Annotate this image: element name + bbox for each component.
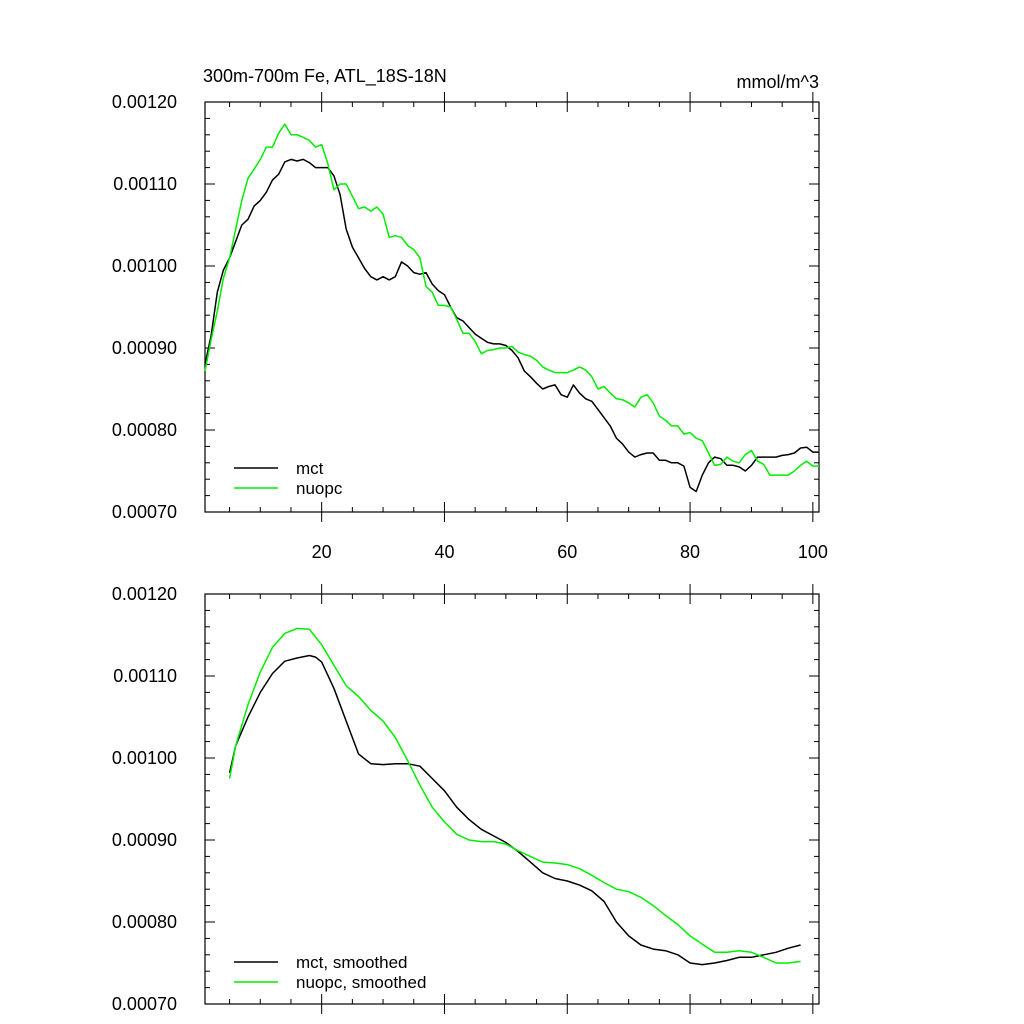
y-tick-label: 0.00070 (112, 994, 177, 1014)
x-tick-label: 60 (557, 542, 577, 562)
x-tick-label: 20 (312, 542, 332, 562)
y-tick-label: 0.00090 (112, 830, 177, 850)
series-line-nuopc (204, 123, 819, 476)
bottom-y-axis-labels: 0.00070 0.00080 0.00090 0.00100 0.00110 0.001… (112, 584, 177, 1014)
y-tick-label: 0.00080 (112, 420, 177, 440)
bottom-tick-marks (205, 584, 819, 1014)
legend-label: nuopc (296, 479, 343, 498)
legend-label: nuopc, smoothed (296, 973, 426, 992)
top-chart-panel: 300m-700m Fe, ATL_18S-18N mmol/m^3 0.000… (112, 66, 828, 562)
series-line-nuopc-smoothed (228, 627, 801, 964)
y-tick-label: 0.00090 (112, 338, 177, 358)
legend-label: mct (296, 459, 324, 478)
legend-label: mct, smoothed (296, 953, 408, 972)
series-line-mct-smoothed (228, 654, 801, 966)
x-tick-label: 100 (798, 542, 828, 562)
y-tick-label: 0.00120 (112, 92, 177, 112)
y-tick-label: 0.00100 (112, 256, 177, 276)
bottom-plot-frame (204, 593, 820, 1005)
y-tick-label: 0.00070 (112, 502, 177, 522)
top-chart-title: 300m-700m Fe, ATL_18S-18N (203, 66, 447, 87)
y-tick-label: 0.00080 (112, 912, 177, 932)
y-tick-label: 0.00100 (112, 748, 177, 768)
x-tick-label: 80 (680, 542, 700, 562)
x-tick-label: 40 (434, 542, 454, 562)
bottom-chart-panel: 0.00070 0.00080 0.00090 0.00100 0.00110 0.001… (112, 584, 820, 1014)
top-series-lines (204, 123, 819, 493)
series-line-mct (204, 158, 819, 493)
top-tick-marks (205, 92, 819, 522)
y-tick-label: 0.00120 (112, 584, 177, 604)
top-chart-units: mmol/m^3 (737, 72, 819, 92)
y-tick-label: 0.00110 (113, 174, 177, 194)
y-tick-label: 0.00110 (113, 666, 177, 686)
top-x-axis-labels: 20 40 60 80 100 (312, 542, 828, 562)
top-y-axis-labels: 0.00070 0.00080 0.00090 0.00100 0.00110 0.001… (112, 92, 177, 522)
bottom-series-lines (228, 627, 801, 966)
top-plot-frame (204, 101, 820, 513)
